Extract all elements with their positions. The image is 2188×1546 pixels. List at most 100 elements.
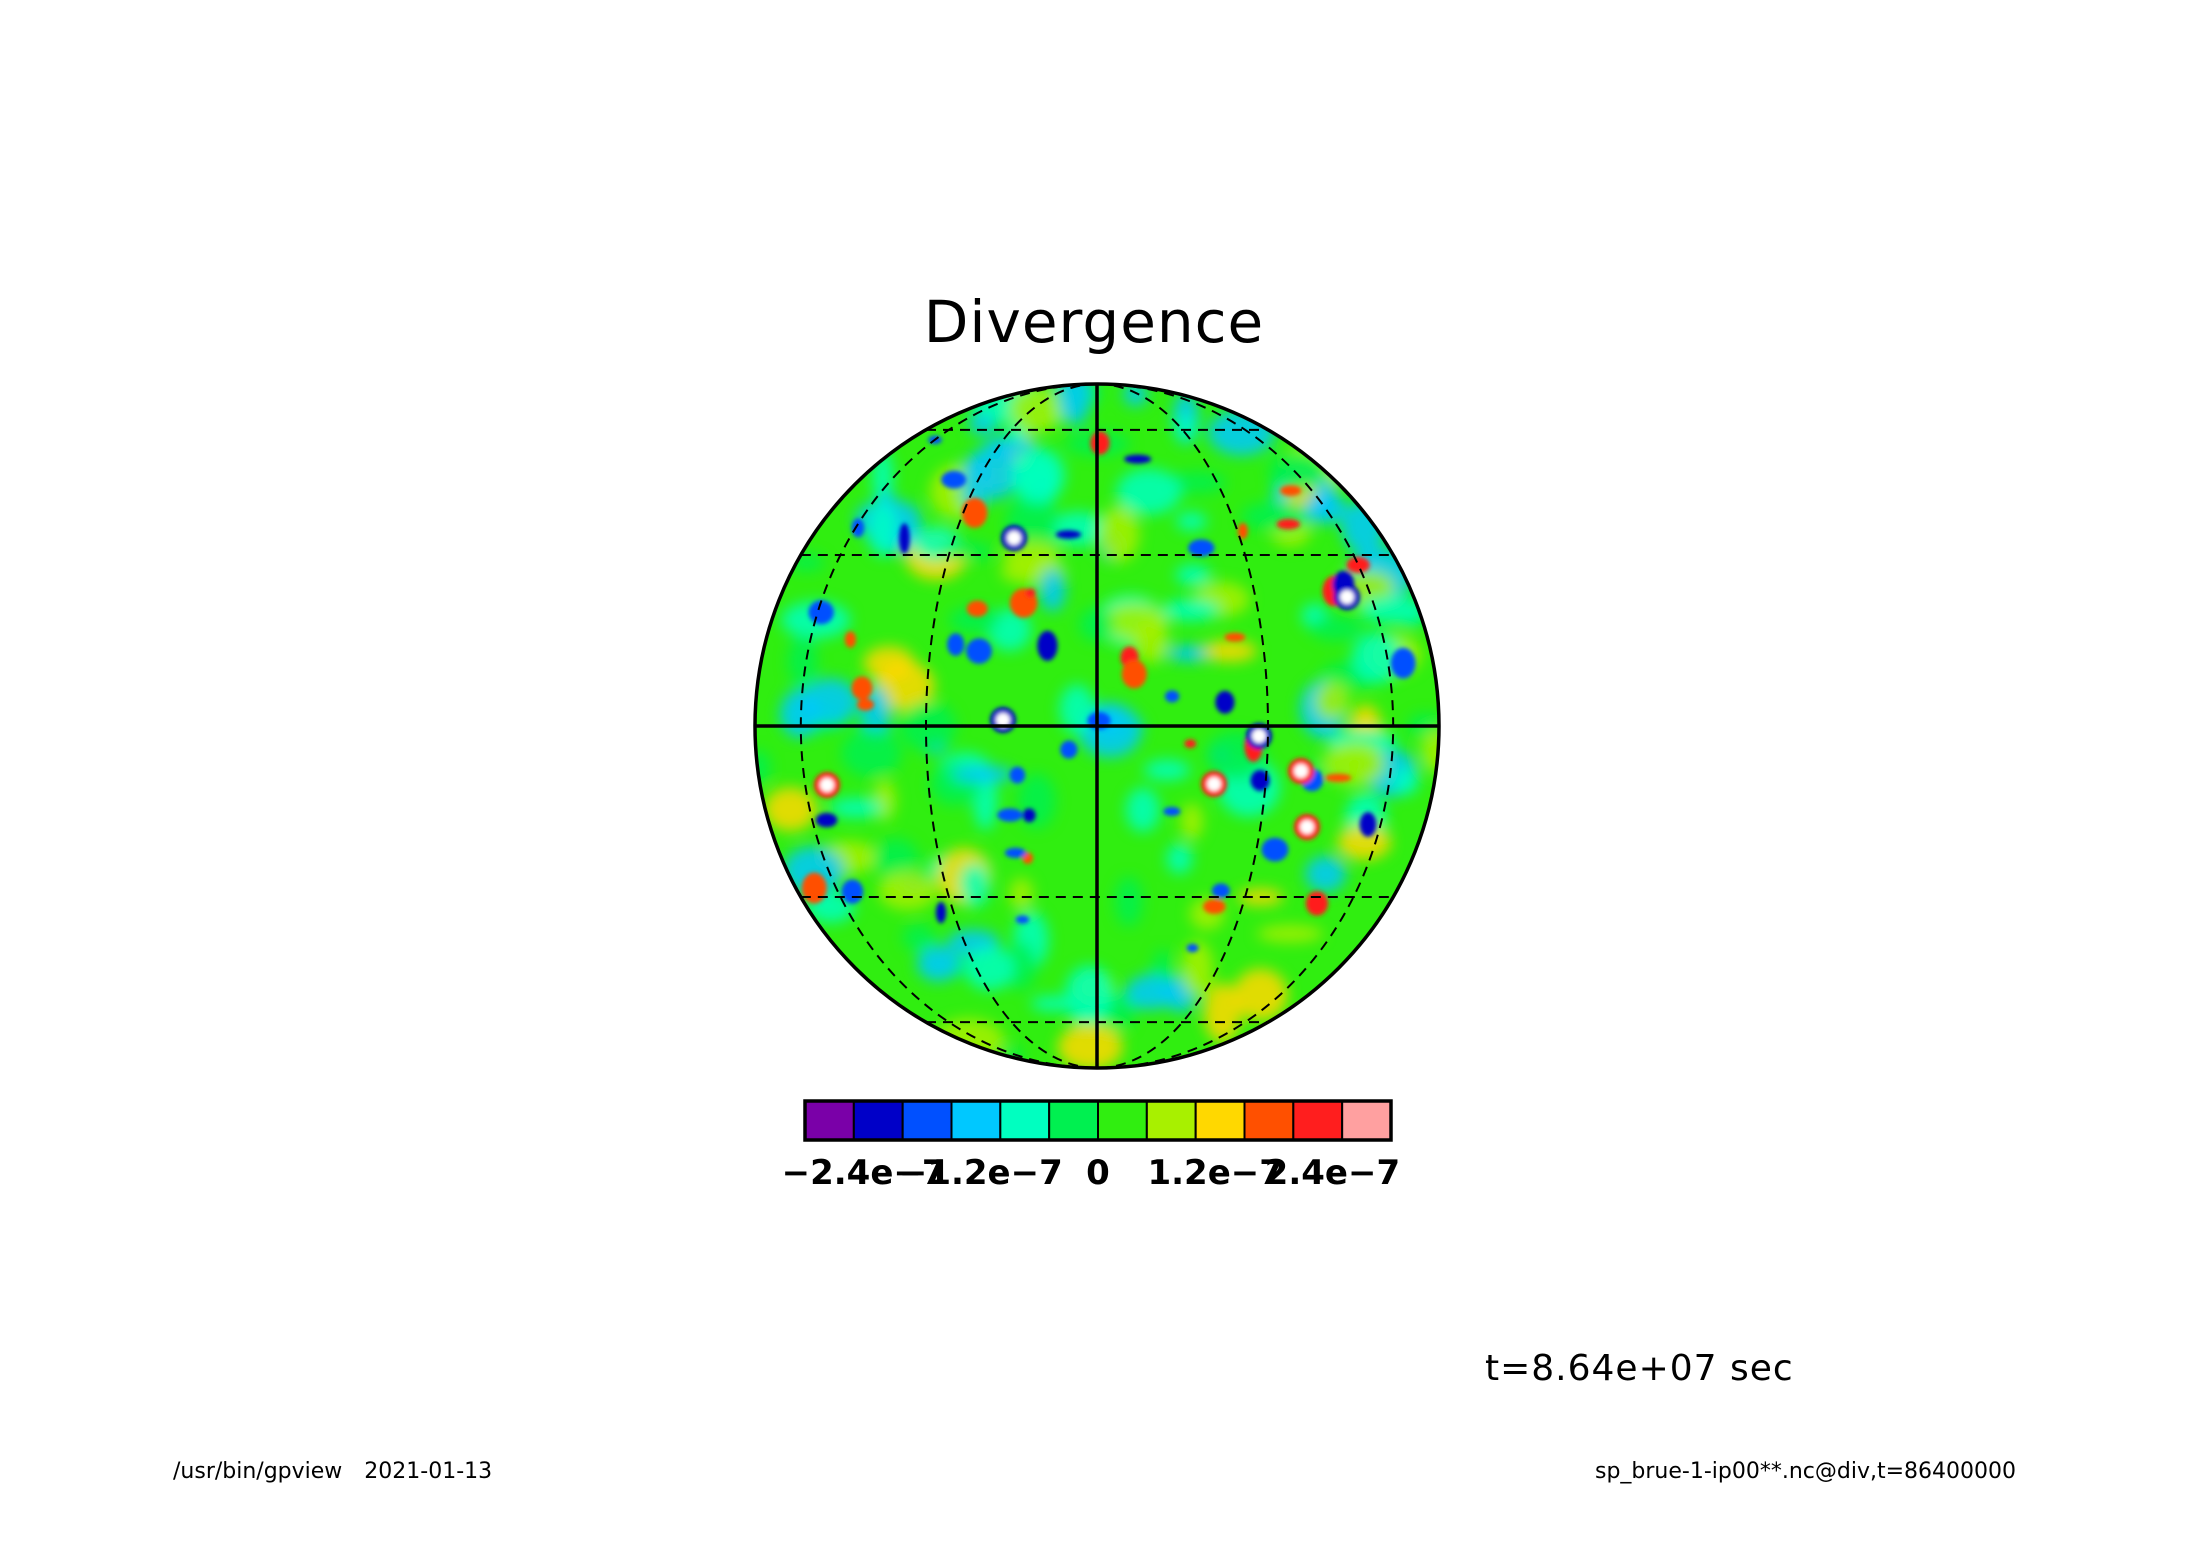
- colorbar-swatch: [1145, 1100, 1197, 1141]
- field-patch: [869, 501, 898, 557]
- field-patch: [1009, 386, 1064, 433]
- field-patch: [1005, 942, 1037, 990]
- field-patch: [1241, 501, 1313, 532]
- colorbar-swatch: [1048, 1100, 1100, 1141]
- field-patch: [1162, 598, 1220, 622]
- field-extremum: [851, 518, 865, 538]
- field-extremum: [1025, 588, 1036, 598]
- footer-source: sp_brue-1-ip00**.nc@div,t=86400000: [1595, 1459, 2017, 1484]
- field-patch: [841, 728, 902, 778]
- field-patch: [1132, 620, 1169, 664]
- field-extremum: [1346, 556, 1370, 573]
- colorbar-tick-label: 2.4e−7: [1265, 1153, 1400, 1193]
- colorbar-swatch: [1292, 1100, 1344, 1141]
- field-patch: [763, 787, 817, 832]
- graticule: [755, 384, 1439, 1068]
- field-extremum: [1324, 773, 1352, 782]
- colorbar-tick-labels: −2.4e−7−1.2e−7 0 1.2e−72.4e−7: [782, 1153, 1400, 1193]
- colorbar-swatch: [1341, 1100, 1393, 1141]
- field-patch: [787, 635, 818, 687]
- field-patch: [960, 454, 989, 512]
- field-patch: [1143, 759, 1191, 781]
- extremum-core: [820, 778, 834, 792]
- field-patch: [873, 838, 919, 880]
- globe-outline: [753, 382, 1441, 1070]
- field-patch: [829, 797, 884, 818]
- field-patch: [1310, 615, 1363, 641]
- field-patch: [1017, 773, 1056, 829]
- colorbar-swatch: [804, 1100, 855, 1141]
- field-patch: [959, 863, 990, 908]
- field-extremum: [857, 698, 874, 711]
- field-extremum: [1037, 630, 1058, 661]
- field-patch: [1174, 414, 1197, 441]
- field-extremum: [899, 523, 910, 554]
- field-patch: [1166, 645, 1213, 662]
- extremum-core: [996, 713, 1010, 727]
- extremum-core: [1007, 531, 1021, 545]
- extremum-core: [1252, 729, 1266, 743]
- field-patch: [1009, 877, 1034, 911]
- field-patch: [1030, 995, 1075, 1012]
- footer-date: 2021-01-13: [364, 1459, 493, 1484]
- field-extremum: [1280, 485, 1302, 496]
- colorbar-frame: [803, 1099, 1393, 1142]
- field-extremum: [1164, 690, 1180, 703]
- field-extremum: [1237, 522, 1248, 540]
- field-extremum: [1004, 847, 1027, 859]
- extremum-core: [1300, 820, 1314, 834]
- field-patch: [1180, 803, 1204, 840]
- colorbar-swatch: [1097, 1100, 1148, 1141]
- colorbar: [803, 1099, 1393, 1142]
- footer-left: /usr/bin/gpview 2021-01-13: [173, 1459, 492, 1484]
- field-patch: [902, 924, 936, 952]
- colorbar-tick-label: −1.2e−7: [899, 1153, 1063, 1193]
- field-extremum: [1022, 808, 1036, 823]
- field-patch: [949, 606, 1000, 634]
- extremum-core: [1207, 777, 1221, 791]
- field-extremum: [1305, 891, 1328, 916]
- field-extremum: [947, 633, 965, 656]
- field-patch: [1203, 640, 1257, 662]
- field-patch: [951, 765, 1016, 783]
- field-extremum: [1124, 454, 1152, 464]
- colorbar-swatch: [999, 1100, 1051, 1141]
- field-patch: [1057, 1024, 1124, 1068]
- field-patch: [1337, 825, 1391, 860]
- field-extremum: [1009, 766, 1026, 784]
- field-extremum: [941, 470, 967, 489]
- field-extremum: [1276, 519, 1301, 530]
- field-patch: [878, 871, 938, 911]
- colorbar-tick-label: −2.4e−7: [782, 1153, 946, 1193]
- field-patch: [1233, 968, 1288, 1021]
- divergence-field: [755, 384, 1439, 1068]
- field-extremum: [1390, 647, 1416, 679]
- field-extremum: [966, 600, 988, 617]
- field-extremum: [1224, 632, 1246, 642]
- field-extremum: [1188, 539, 1215, 557]
- field-extremum: [935, 901, 947, 924]
- colorbar-swatch: [1243, 1100, 1295, 1141]
- colorbar-tick-label: 1.2e−7: [1147, 1153, 1282, 1193]
- field-patch: [1116, 468, 1182, 515]
- field-patch: [1257, 924, 1324, 943]
- field-extremum: [966, 638, 992, 664]
- field-extremum: [1359, 812, 1377, 837]
- field-extremum: [1211, 883, 1230, 898]
- extremum-core: [1340, 590, 1354, 604]
- field-patch: [802, 678, 859, 725]
- field-patch: [1175, 564, 1212, 586]
- colorbar-swatch: [1194, 1100, 1246, 1141]
- field-extremum: [961, 497, 988, 528]
- field-patch: [1176, 511, 1207, 531]
- field-patch: [1065, 965, 1114, 1023]
- field-patch: [917, 945, 960, 982]
- field-patch: [1115, 876, 1143, 927]
- field-patch: [1314, 681, 1350, 721]
- field-patch: [1011, 447, 1066, 503]
- field-extremum: [1163, 806, 1181, 816]
- colorbar-swatch: [901, 1100, 953, 1141]
- field-extremum: [841, 879, 864, 904]
- field-patch: [782, 846, 845, 895]
